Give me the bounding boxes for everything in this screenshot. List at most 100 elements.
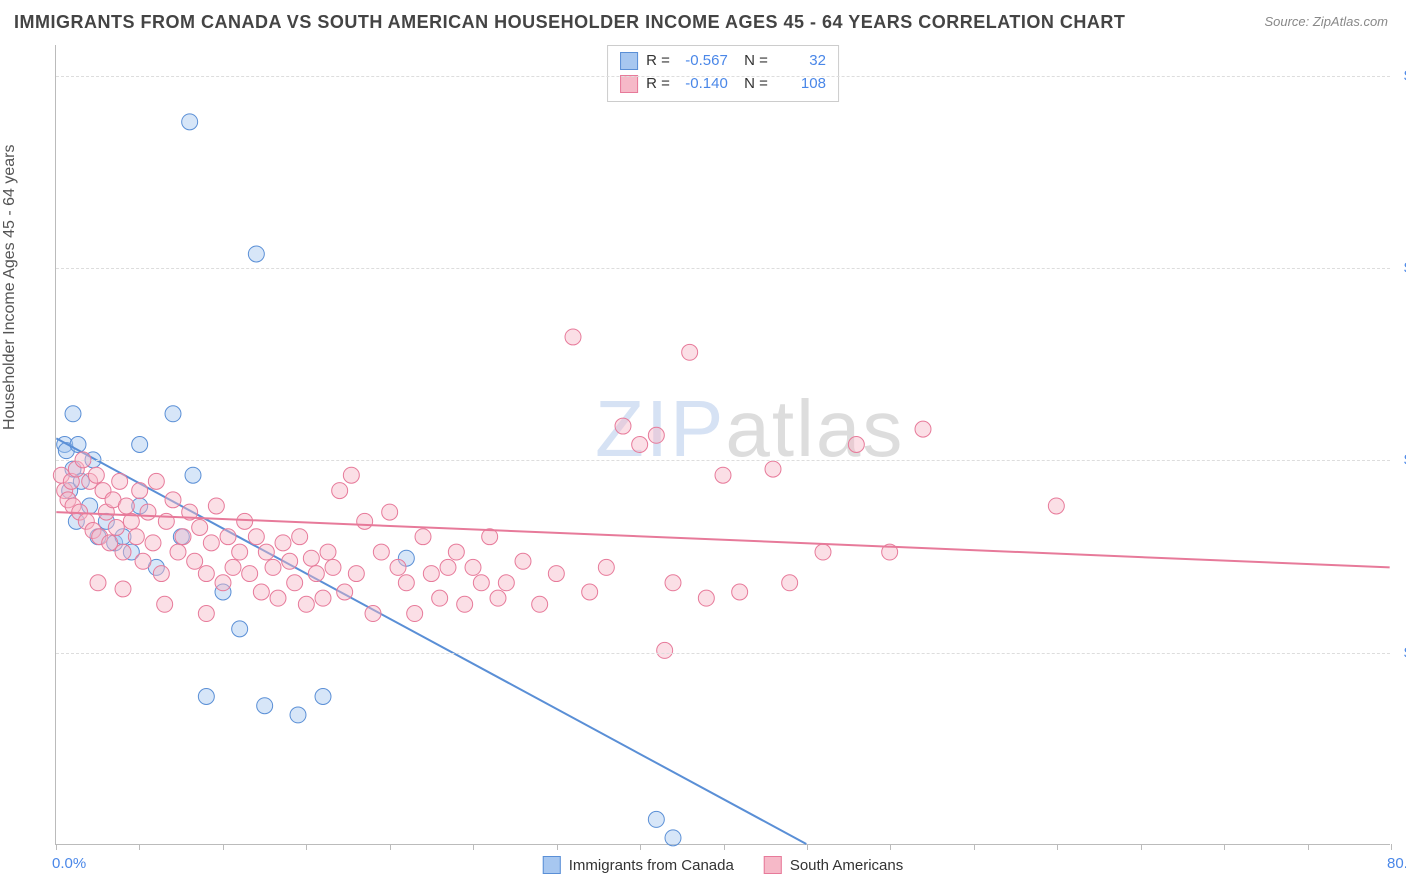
scatter-point	[148, 473, 164, 489]
scatter-point	[257, 698, 273, 714]
scatter-point	[698, 590, 714, 606]
scatter-point	[282, 553, 298, 569]
x-tick-label: 80.0%	[1387, 855, 1406, 872]
legend-label-canada: Immigrants from Canada	[569, 857, 734, 874]
scatter-point	[315, 590, 331, 606]
x-tick	[1057, 844, 1058, 850]
x-tick	[557, 844, 558, 850]
scatter-point	[112, 473, 128, 489]
scatter-point	[140, 504, 156, 520]
scatter-point	[198, 606, 214, 622]
scatter-point	[498, 575, 514, 591]
chart-svg	[56, 45, 1390, 844]
scatter-point	[373, 544, 389, 560]
scatter-point	[465, 559, 481, 575]
scatter-point	[765, 461, 781, 477]
scatter-point	[165, 406, 181, 422]
scatter-point	[398, 575, 414, 591]
scatter-point	[648, 811, 664, 827]
scatter-point	[915, 421, 931, 437]
scatter-point	[157, 596, 173, 612]
legend-swatch-southam	[764, 856, 782, 874]
scatter-point	[582, 584, 598, 600]
scatter-point	[270, 590, 286, 606]
scatter-point	[175, 529, 191, 545]
scatter-point	[665, 575, 681, 591]
scatter-point	[1048, 498, 1064, 514]
x-tick	[1224, 844, 1225, 850]
scatter-point	[215, 575, 231, 591]
x-tick	[890, 844, 891, 850]
scatter-point	[90, 575, 106, 591]
scatter-point	[715, 467, 731, 483]
scatter-point	[132, 437, 148, 453]
scatter-point	[848, 437, 864, 453]
stat-n-canada: 32	[776, 50, 826, 73]
scatter-point	[198, 689, 214, 705]
x-tick	[56, 844, 57, 850]
scatter-point	[632, 437, 648, 453]
x-tick	[390, 844, 391, 850]
scatter-point	[448, 544, 464, 560]
legend-bottom: Immigrants from Canada South Americans	[543, 856, 903, 874]
scatter-point	[308, 566, 324, 582]
x-tick	[1141, 844, 1142, 850]
scatter-point	[65, 406, 81, 422]
scatter-point	[237, 513, 253, 529]
scatter-point	[782, 575, 798, 591]
stats-legend-box: R = -0.567 N = 32 R = -0.140 N = 108	[607, 45, 839, 102]
swatch-southam	[620, 75, 638, 93]
scatter-point	[815, 544, 831, 560]
scatter-point	[108, 519, 124, 535]
x-tick	[139, 844, 140, 850]
gridline-h	[56, 76, 1390, 77]
scatter-point	[337, 584, 353, 600]
scatter-point	[548, 566, 564, 582]
stat-r-label: R =	[646, 50, 670, 73]
scatter-point	[682, 344, 698, 360]
chart-title: IMMIGRANTS FROM CANADA VS SOUTH AMERICAN…	[14, 12, 1125, 33]
gridline-h	[56, 460, 1390, 461]
scatter-point	[232, 544, 248, 560]
scatter-point	[208, 498, 224, 514]
scatter-point	[225, 559, 241, 575]
scatter-point	[343, 467, 359, 483]
x-tick-label: 0.0%	[52, 855, 86, 872]
stats-row-canada: R = -0.567 N = 32	[620, 50, 826, 73]
x-tick	[223, 844, 224, 850]
scatter-point	[415, 529, 431, 545]
scatter-point	[382, 504, 398, 520]
swatch-canada	[620, 52, 638, 70]
scatter-point	[348, 566, 364, 582]
scatter-point	[315, 689, 331, 705]
x-tick	[640, 844, 641, 850]
x-tick	[724, 844, 725, 850]
scatter-point	[153, 566, 169, 582]
scatter-point	[135, 553, 151, 569]
scatter-point	[440, 559, 456, 575]
scatter-point	[248, 246, 264, 262]
scatter-point	[320, 544, 336, 560]
scatter-point	[665, 830, 681, 846]
scatter-point	[357, 513, 373, 529]
scatter-point	[170, 544, 186, 560]
x-tick	[974, 844, 975, 850]
legend-swatch-canada	[543, 856, 561, 874]
x-tick	[807, 844, 808, 850]
scatter-point	[242, 566, 258, 582]
scatter-point	[298, 596, 314, 612]
scatter-point	[365, 606, 381, 622]
scatter-point	[565, 329, 581, 345]
scatter-point	[88, 467, 104, 483]
scatter-point	[187, 553, 203, 569]
scatter-point	[115, 581, 131, 597]
scatter-point	[657, 642, 673, 658]
y-tick-label: $250,000	[1394, 67, 1406, 84]
scatter-point	[457, 596, 473, 612]
scatter-point	[185, 467, 201, 483]
stat-n-label: N =	[736, 50, 768, 73]
scatter-point	[253, 584, 269, 600]
x-tick	[1308, 844, 1309, 850]
scatter-point	[192, 519, 208, 535]
scatter-point	[265, 559, 281, 575]
